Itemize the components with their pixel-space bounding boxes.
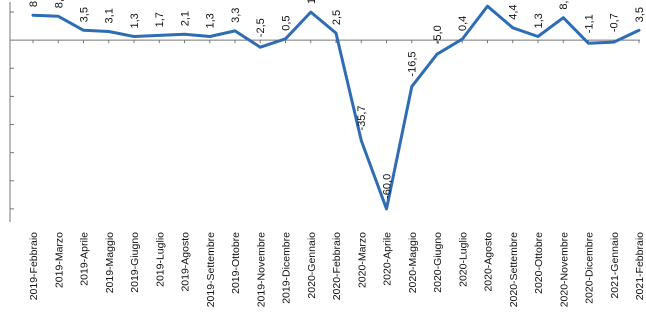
category-label: 2019-Giugno	[129, 232, 141, 293]
category-label: 2019-Agosto	[180, 232, 192, 292]
category-label: 2019-Luglio	[154, 232, 166, 287]
data-label: 10,0	[306, 0, 318, 4]
category-label: 2020-Gennaio	[306, 232, 318, 299]
x-axis-ticks	[32, 40, 640, 44]
data-label: 3,5	[79, 7, 91, 22]
data-label: 8,9	[28, 0, 40, 7]
data-label: 2,5	[331, 10, 343, 25]
data-label: 4,4	[508, 5, 520, 20]
category-label: 2020-Marzo	[356, 232, 368, 288]
data-label: -60,0	[382, 174, 394, 199]
category-label: 2020-Settembre	[508, 232, 520, 307]
category-label: 2020-Maggio	[407, 232, 419, 293]
series-line	[31, 4, 641, 211]
data-label: 0,4	[457, 16, 469, 31]
category-label: 2020-Luglio	[457, 232, 469, 287]
data-label: -35,7	[356, 105, 368, 130]
data-label: -16,5	[407, 51, 419, 76]
category-label: 2021-Gennaio	[609, 232, 621, 299]
category-label: 2020-Agosto	[483, 232, 495, 292]
data-label: 8,5	[53, 0, 65, 8]
category-label: 2020-Novembre	[558, 232, 570, 307]
category-label: 2021-Febbraio	[634, 232, 646, 300]
category-label: 2020-Dicembre	[584, 232, 596, 304]
category-label: 2019-Febbraio	[28, 232, 40, 300]
data-label: 1,7	[154, 12, 166, 27]
category-label: 2019-Dicembre	[281, 232, 293, 304]
category-label: 2020-Aprile	[382, 232, 394, 286]
category-label: 2019-Ottobre	[230, 232, 242, 294]
category-label: 2019-Maggio	[104, 232, 116, 293]
category-label: 2020-Giugno	[432, 232, 444, 293]
data-label: 3,3	[230, 8, 242, 23]
category-label: 2020-Febbraio	[331, 232, 343, 300]
data-label: 8,0	[558, 0, 570, 10]
data-label: 1,3	[533, 13, 545, 28]
data-label: 3,1	[104, 8, 116, 23]
data-label: 3,5	[634, 7, 646, 22]
data-label: -1,1	[584, 14, 596, 33]
category-label: 2019-Marzo	[53, 232, 65, 288]
data-label: 0,5	[281, 15, 293, 30]
y-axis-ticks	[10, 11, 14, 210]
data-label: -0,7	[609, 13, 621, 32]
data-label: -5,0	[432, 25, 444, 44]
category-label: 2020-Ottobre	[533, 232, 545, 294]
category-label: 2019-Settembre	[205, 232, 217, 307]
category-labels: 2019-Febbraio 2019-Marzo 2019-Aprile 2019-M…	[28, 232, 646, 307]
category-label: 2019-Aprile	[79, 232, 91, 286]
data-label: 1,3	[129, 13, 141, 28]
data-label: 2,1	[180, 11, 192, 26]
category-label: 2019-Novembre	[255, 232, 267, 307]
data-label: -2,5	[255, 18, 267, 37]
data-label: 1,3	[205, 13, 217, 28]
data-labels: 8,9 8,5 3,5 3,1 1,3 1,7 2,1 1,3 3,3 -2,5 0,5 10,0 2,…	[28, 0, 646, 199]
